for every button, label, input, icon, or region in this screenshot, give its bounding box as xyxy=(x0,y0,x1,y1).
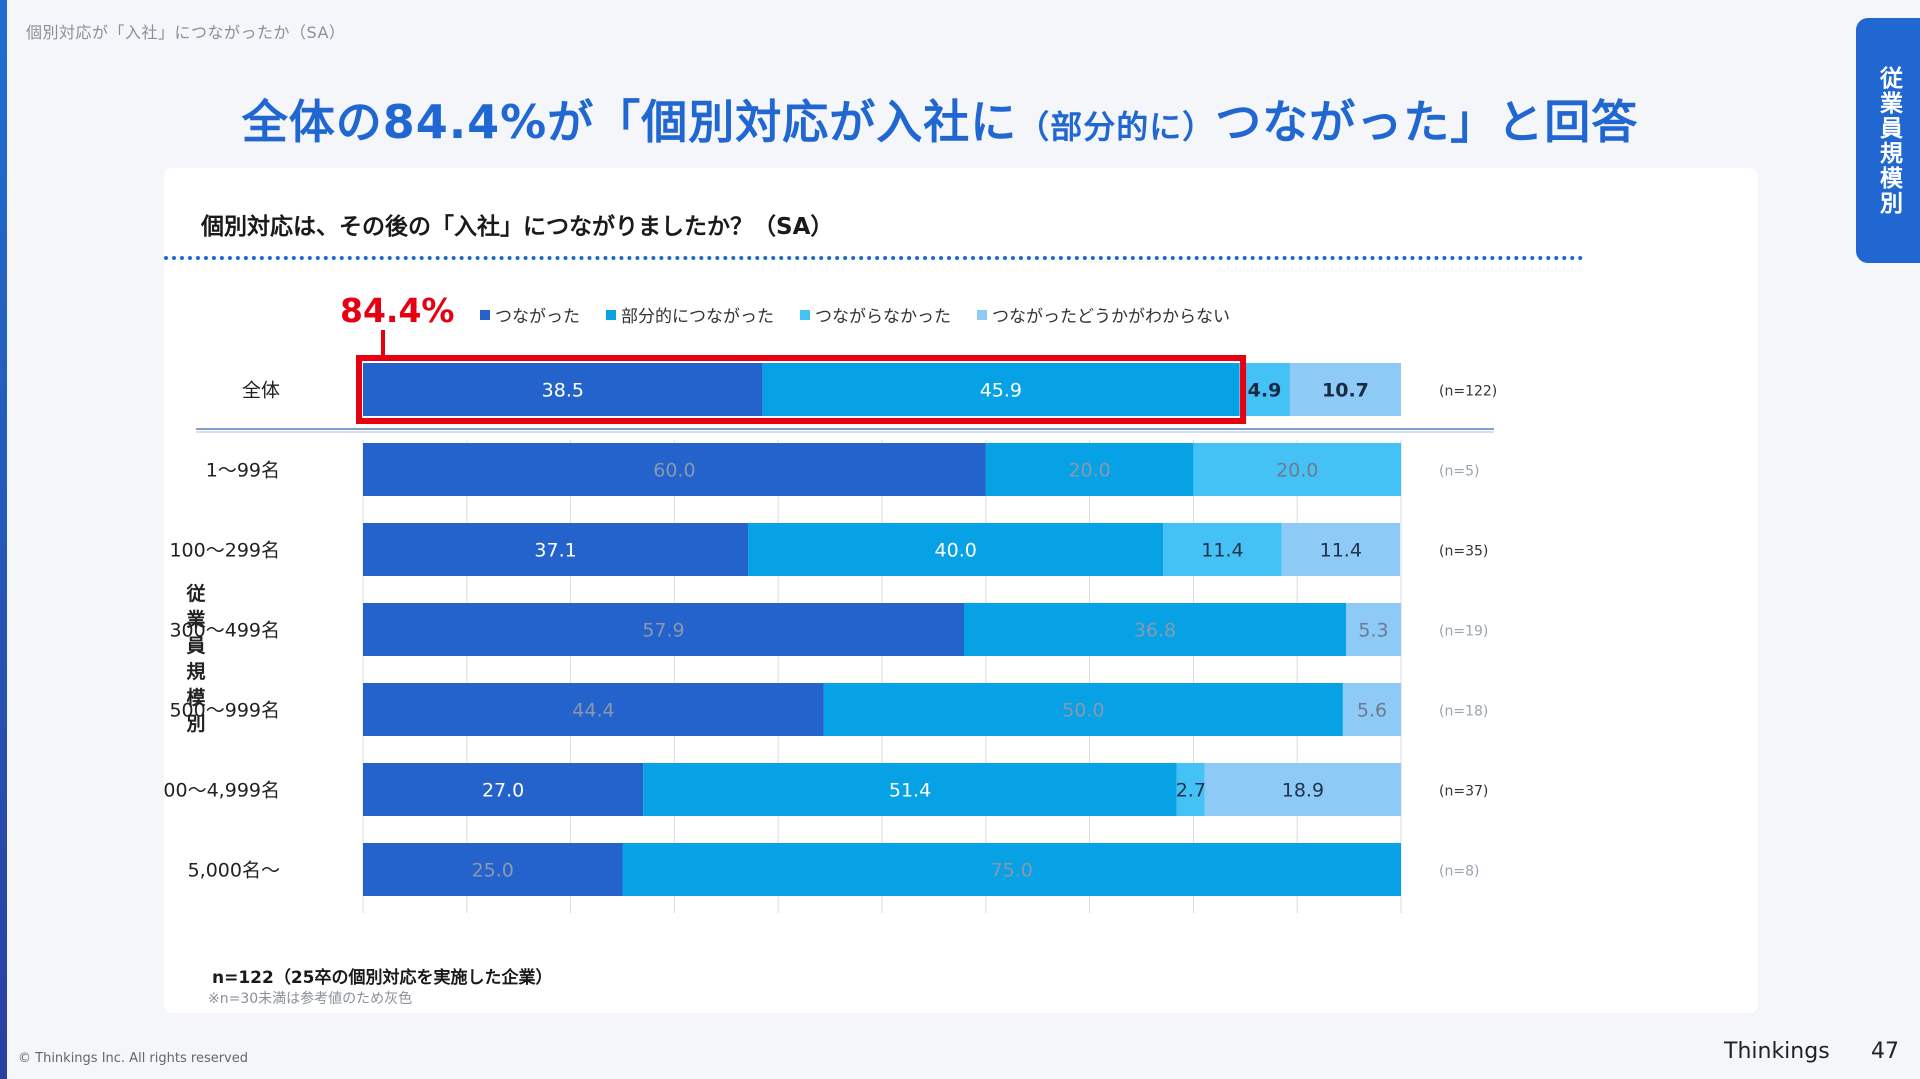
legend-label: 部分的につながった xyxy=(621,307,774,327)
category-label: 500～999名 xyxy=(169,700,280,722)
bar-segment xyxy=(1281,523,1400,576)
bar-segment xyxy=(1345,603,1401,656)
category-label: 300～499名 xyxy=(169,620,280,642)
sample-size-label: (n=35) xyxy=(1439,544,1488,560)
bar-value-label: 50.0 xyxy=(1062,700,1104,722)
category-label: 5,000名～ xyxy=(188,860,280,882)
group-label-char: 業 xyxy=(185,608,206,631)
reference-note: ※n=30未満は参考値のため灰色 xyxy=(208,991,413,1007)
legend-label: つながった xyxy=(495,307,580,327)
copyright: © Thinkings Inc. All rights reserved xyxy=(18,1051,249,1066)
bar-segment xyxy=(748,523,1164,576)
legend-label: つながらなかった xyxy=(815,307,951,327)
bar-segment xyxy=(1289,363,1401,416)
legend-swatch xyxy=(977,309,987,320)
sample-note: n=122（25卒の個別対応を実施した企業） xyxy=(212,968,553,988)
category-label: 100～299名 xyxy=(169,540,280,562)
sample-size-label: (n=18) xyxy=(1439,704,1488,720)
page-title: 全体の84.4%が「個別対応が入社に（部分的に）つながった」と回答 xyxy=(0,86,1880,152)
legend-label: つながったどうかがわからない xyxy=(992,307,1230,327)
bar-segment xyxy=(363,363,763,416)
title-paren: （部分的に） xyxy=(1017,108,1216,146)
bar-segment xyxy=(363,843,623,896)
bar-segment xyxy=(1342,683,1401,736)
bar-value-label: 75.0 xyxy=(991,860,1033,882)
group-label-char: 別 xyxy=(186,713,205,735)
chart-legend: つながった 部分的につながった つながらなかった つながったどうかがわからない xyxy=(480,302,1230,327)
section-tab[interactable]: 従業員規模別 xyxy=(1856,18,1920,263)
bar-value-label: 10.7 xyxy=(1322,380,1369,402)
legend-item-4: つながったどうかがわからない xyxy=(977,302,1230,327)
sample-size-label: (n=8) xyxy=(1439,864,1479,880)
bar-value-label: 11.4 xyxy=(1201,540,1243,562)
bar-value-label: 51.4 xyxy=(889,780,931,802)
bar-segment xyxy=(964,603,1346,656)
bar-value-label: 27.0 xyxy=(482,780,524,802)
bar-value-label: 37.1 xyxy=(534,540,576,562)
title-tail: つながった」と回答 xyxy=(1215,95,1639,149)
bar-segment xyxy=(363,683,824,736)
legend-swatch xyxy=(606,309,616,320)
bar-segment xyxy=(762,363,1240,416)
callout-pointer xyxy=(381,330,385,358)
bar-value-label: 57.9 xyxy=(642,620,684,642)
bar-value-label: 4.9 xyxy=(1248,380,1282,402)
bar-segment xyxy=(823,683,1343,736)
legend-item-1: つながった xyxy=(480,302,580,327)
sample-size-label: (n=5) xyxy=(1439,464,1479,480)
bar-segment xyxy=(363,603,965,656)
group-label-char: 従 xyxy=(185,582,205,605)
bar-value-label: 36.8 xyxy=(1134,620,1176,642)
left-accent-bar xyxy=(0,0,7,1079)
dotted-divider xyxy=(164,256,1584,260)
sample-size-label: (n=37) xyxy=(1439,784,1488,800)
bar-value-label: 45.9 xyxy=(980,380,1022,402)
bar-segment xyxy=(1239,363,1290,416)
legend-swatch xyxy=(480,309,490,320)
callout-value: 84.4% xyxy=(340,291,455,330)
page-number: 47 xyxy=(1871,1039,1899,1064)
bar-segment xyxy=(1176,763,1205,816)
brand-name: Thinkings xyxy=(1724,1039,1830,1064)
bar-value-label: 25.0 xyxy=(472,860,514,882)
bar-segment xyxy=(985,443,1194,496)
bar-value-label: 2.7 xyxy=(1176,780,1206,802)
bar-segment xyxy=(1163,523,1282,576)
group-label-char: 員 xyxy=(186,635,205,657)
legend-item-2: 部分的につながった xyxy=(606,302,774,327)
sample-size-label: (n=122) xyxy=(1439,384,1497,400)
sample-size-label: (n=19) xyxy=(1439,624,1488,640)
legend-swatch xyxy=(800,309,810,320)
bar-segment xyxy=(622,843,1401,896)
title-main: 全体の84.4%が「個別対応が入社に xyxy=(241,95,1018,149)
bar-value-label: 38.5 xyxy=(542,380,584,402)
bar-value-label: 44.4 xyxy=(572,700,614,722)
category-label: 1,000～4,999名 xyxy=(164,780,280,802)
category-label: 1～99名 xyxy=(206,460,280,482)
bar-segment xyxy=(1204,763,1401,816)
bar-value-label: 60.0 xyxy=(653,460,695,482)
bar-value-label: 20.0 xyxy=(1276,460,1318,482)
bar-value-label: 11.4 xyxy=(1320,540,1362,562)
bar-segment xyxy=(363,763,644,816)
question-heading: 個別対応は、その後の「入社」につながりましたか？（SA） xyxy=(201,214,834,240)
bar-value-label: 20.0 xyxy=(1068,460,1110,482)
group-label-char: 模 xyxy=(186,686,206,709)
bar-value-label: 18.9 xyxy=(1282,780,1324,802)
bar-value-label: 5.6 xyxy=(1357,700,1387,722)
breadcrumb: 個別対応が「入社」につながったか（SA） xyxy=(26,23,346,42)
section-tab-label: 従業員規模別 xyxy=(1875,65,1902,216)
bar-segment xyxy=(643,763,1177,816)
legend-item-3: つながらなかった xyxy=(800,302,951,327)
bar-segment xyxy=(363,523,749,576)
stacked-bar-chart: 38.5 45.9 4.9 10.7 全体 (n=122) 60.0 20.0 20.0 1～99… xyxy=(164,355,1497,913)
bar-segment xyxy=(1193,443,1401,496)
bar-segment xyxy=(363,443,986,496)
highlight-box xyxy=(356,355,1247,424)
bar-value-label: 5.3 xyxy=(1358,620,1388,642)
bar-value-label: 40.0 xyxy=(935,540,977,562)
category-label: 全体 xyxy=(242,380,280,402)
group-label-char: 規 xyxy=(186,661,205,683)
